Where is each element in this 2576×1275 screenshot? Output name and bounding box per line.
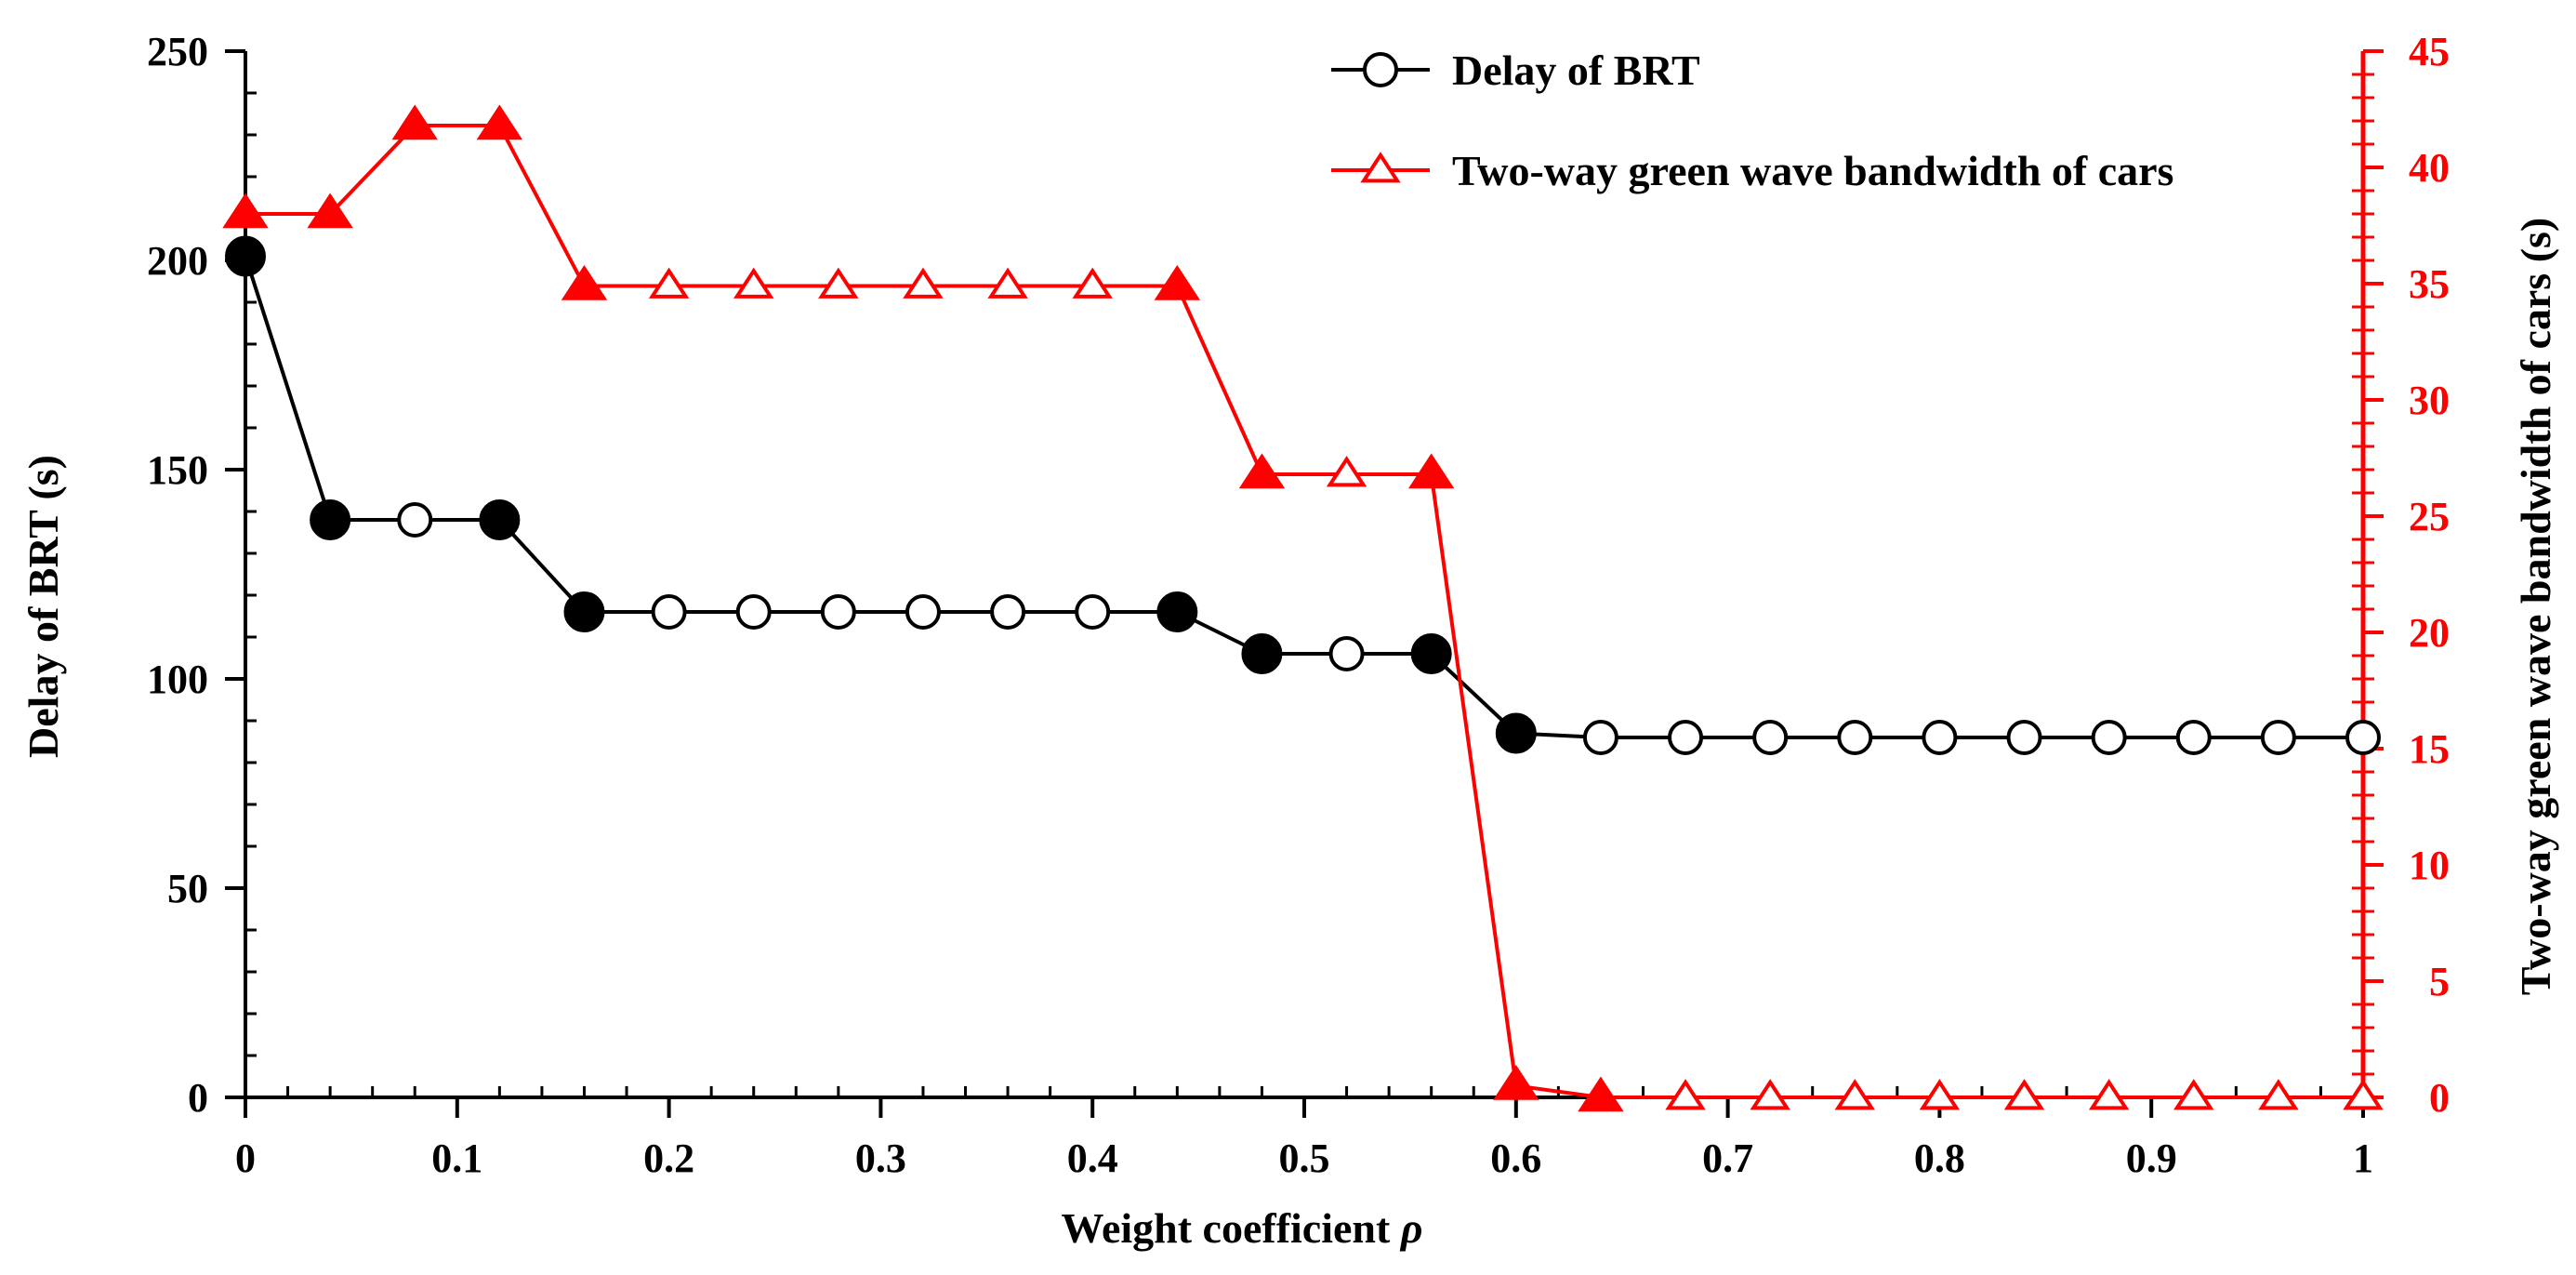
bandwidth-data-point bbox=[733, 267, 774, 299]
bandwidth-data-point bbox=[2173, 1079, 2214, 1110]
delay-data-point bbox=[1075, 594, 1111, 630]
legend-bandwidth-label: Two-way green wave bandwidth of cars bbox=[1452, 147, 2173, 194]
x-tick-label: 0.2 bbox=[643, 1136, 694, 1181]
delay-data-point bbox=[1156, 591, 1198, 632]
x-tick-label: 0.5 bbox=[1279, 1136, 1330, 1181]
bandwidth-data-point bbox=[307, 193, 353, 229]
delay-data-point bbox=[1837, 720, 1873, 755]
bandwidth-data-point bbox=[903, 267, 944, 299]
bandwidth-data-point bbox=[1154, 264, 1201, 300]
bandwidth-data-point bbox=[476, 104, 523, 140]
series-markers-group bbox=[222, 104, 2384, 1112]
right-y-tick-label: 20 bbox=[2409, 610, 2450, 656]
delay-data-point bbox=[1241, 633, 1283, 674]
delay-data-point bbox=[1922, 720, 1958, 755]
delay-data-point bbox=[1328, 636, 1365, 671]
axis-titles: Weight coefficient ρ Delay of BRT (s) Tw… bbox=[20, 218, 2559, 1252]
bandwidth-data-point bbox=[2343, 1079, 2384, 1110]
x-tick-label: 0.8 bbox=[1914, 1136, 1965, 1181]
bandwidth-data-point bbox=[1834, 1079, 1875, 1110]
bandwidth-data-point bbox=[561, 264, 608, 300]
left-y-tick-label: 200 bbox=[147, 238, 208, 284]
bandwidth-data-point bbox=[1238, 453, 1286, 489]
bandwidth-data-point bbox=[2088, 1079, 2130, 1110]
right-y-axis-title: Two-way green wave bandwidth of cars (s) bbox=[2512, 218, 2559, 996]
delay-data-point bbox=[905, 594, 941, 630]
legend-delay-label: Delay of BRT bbox=[1452, 46, 1700, 94]
legend-bandwidth-marker bbox=[1360, 152, 1401, 183]
x-axis-title-text: Weight coefficient bbox=[1061, 1204, 1391, 1252]
x-tick-label: 0.6 bbox=[1490, 1136, 1541, 1181]
right-y-tick-label: 35 bbox=[2409, 261, 2450, 307]
delay-data-point bbox=[563, 591, 605, 632]
right-y-tick-label: 45 bbox=[2409, 29, 2450, 74]
delay-data-point bbox=[1410, 633, 1452, 674]
delay-data-point bbox=[1752, 720, 1789, 755]
x-tick-label: 1 bbox=[2353, 1136, 2373, 1181]
right-y-tick-label: 15 bbox=[2409, 726, 2450, 772]
x-tick-label: 0.9 bbox=[2126, 1136, 2177, 1181]
x-tick-label: 0.1 bbox=[431, 1136, 482, 1181]
delay-data-point bbox=[651, 594, 687, 630]
bandwidth-data-point bbox=[1750, 1079, 1790, 1110]
delay-data-point bbox=[2175, 720, 2212, 755]
left-y-tick-label: 0 bbox=[188, 1075, 208, 1121]
bandwidth-data-point bbox=[2258, 1079, 2299, 1110]
bandwidth-data-point bbox=[1326, 456, 1367, 487]
delay-data-point bbox=[820, 594, 856, 630]
right-y-tick-label: 10 bbox=[2409, 843, 2450, 888]
x-tick-label: 0.4 bbox=[1067, 1136, 1118, 1181]
right-y-tick-label: 5 bbox=[2429, 959, 2450, 1004]
left-y-tick-label: 250 bbox=[147, 29, 208, 74]
bandwidth-data-point bbox=[1493, 1064, 1539, 1100]
left-y-axis-title: Delay of BRT (s) bbox=[20, 455, 67, 758]
series-lines-group bbox=[244, 124, 2363, 1099]
bandwidth-data-point bbox=[1919, 1079, 1961, 1110]
delay-data-point bbox=[1668, 720, 1704, 755]
delay-data-point bbox=[310, 499, 351, 540]
right-y-tick-label: 25 bbox=[2409, 494, 2450, 539]
x-tick-label: 0.3 bbox=[855, 1136, 906, 1181]
left-y-tick-label: 50 bbox=[167, 866, 208, 911]
right-y-tick-label: 30 bbox=[2409, 378, 2450, 423]
x-axis-symbol: ρ bbox=[1399, 1204, 1423, 1252]
delay-data-point bbox=[479, 499, 521, 540]
left-y-tick-label: 150 bbox=[147, 447, 208, 493]
bandwidth-series-line bbox=[245, 124, 2363, 1099]
delay-data-point bbox=[1495, 712, 1537, 754]
axes-group: 0 50 100 150 200 250 0 5 10 15 20 25 30 35 40 45 0 0.1 0.2… bbox=[147, 29, 2450, 1181]
bandwidth-data-point bbox=[1578, 1076, 1624, 1112]
bandwidth-data-point bbox=[2003, 1079, 2045, 1110]
delay-series-line bbox=[244, 255, 2363, 739]
bandwidth-data-point bbox=[648, 267, 690, 299]
right-y-tick-label: 40 bbox=[2409, 145, 2450, 191]
delay-data-point bbox=[2091, 720, 2127, 755]
x-tick-label: 0 bbox=[235, 1136, 256, 1181]
bandwidth-data-point bbox=[1665, 1079, 1706, 1110]
delay-data-point bbox=[1582, 720, 1618, 755]
delay-data-point bbox=[2260, 720, 2296, 755]
delay-data-point bbox=[2006, 720, 2042, 755]
bandwidth-data-point bbox=[987, 267, 1028, 299]
bandwidth-data-point bbox=[1407, 453, 1455, 489]
bandwidth-data-point bbox=[818, 267, 859, 299]
left-y-tick-label: 100 bbox=[147, 657, 208, 702]
delay-data-point bbox=[2345, 720, 2381, 755]
delay-data-point bbox=[397, 502, 433, 538]
bandwidth-data-point bbox=[1072, 267, 1113, 299]
right-y-tick-label: 0 bbox=[2429, 1075, 2450, 1121]
bandwidth-data-point bbox=[391, 104, 438, 140]
legend: Delay of BRT Two-way green wave bandwidth… bbox=[1331, 46, 2173, 194]
x-axis-title: Weight coefficient ρ bbox=[1061, 1204, 1422, 1252]
x-tick-label: 0.7 bbox=[1702, 1136, 1753, 1181]
bandwidth-data-point bbox=[222, 193, 269, 229]
delay-data-point bbox=[225, 235, 266, 277]
delay-data-point bbox=[735, 594, 772, 630]
delay-data-point bbox=[990, 594, 1026, 630]
legend-delay-marker bbox=[1363, 52, 1398, 87]
